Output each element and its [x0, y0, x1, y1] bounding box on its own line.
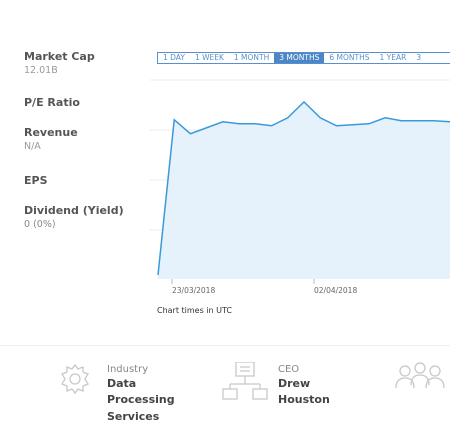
metric-value: 0 (0%) [24, 219, 56, 230]
industry-value-line-1: Data Processing [107, 377, 175, 406]
chart-timezone-note: Chart times in UTC [157, 306, 233, 315]
range-1-month[interactable]: 1 MONTH [233, 53, 270, 62]
ceo-label: CEO [278, 364, 300, 375]
metric-eps: EPS [24, 174, 48, 187]
metric-label: EPS [24, 174, 48, 187]
metric-pe-ratio: P/E Ratio [24, 96, 80, 109]
chart-x-ticks: 23/03/2018 02/04/2018 [171, 279, 357, 295]
gear-icon [61, 363, 89, 395]
org-chart-icon [222, 362, 268, 400]
price-chart[interactable]: 23/03/2018 02/04/2018 [150, 64, 450, 299]
range-1-week[interactable]: 1 WEEK [194, 53, 224, 62]
chart-area-fill [158, 101, 450, 279]
metric-label: Dividend (Yield) [24, 204, 124, 217]
range-3-years[interactable]: 3 [416, 53, 422, 62]
time-range-selector: 1 DAY 1 WEEK 1 MONTH 3 MONTHS 6 MONTHS 1… [157, 52, 450, 64]
industry-value-line-2: Services [107, 410, 160, 423]
metric-label: P/E Ratio [24, 96, 80, 109]
x-tick-label: 23/03/2018 [172, 286, 215, 295]
metric-market-cap: Market Cap 12.01B [24, 50, 95, 76]
metric-label: Revenue [24, 126, 78, 139]
metric-label: Market Cap [24, 50, 95, 63]
ceo-value: Drew Houston [278, 377, 330, 406]
x-tick-label: 02/04/2018 [314, 286, 357, 295]
section-divider [0, 345, 450, 346]
range-3-months[interactable]: 3 MONTHS [274, 53, 325, 63]
industry-label: Industry [107, 364, 149, 375]
metric-revenue: Revenue N/A [24, 126, 78, 152]
metric-value: 12.01B [24, 65, 58, 76]
chart-price-line [157, 100, 450, 276]
metric-value: N/A [24, 141, 41, 152]
range-6-months[interactable]: 6 MONTHS [329, 53, 370, 62]
metric-dividend: Dividend (Yield) 0 (0%) [24, 204, 124, 230]
range-1-year[interactable]: 1 YEAR [379, 53, 407, 62]
people-icon [395, 362, 445, 389]
range-1-day[interactable]: 1 DAY [163, 53, 185, 62]
